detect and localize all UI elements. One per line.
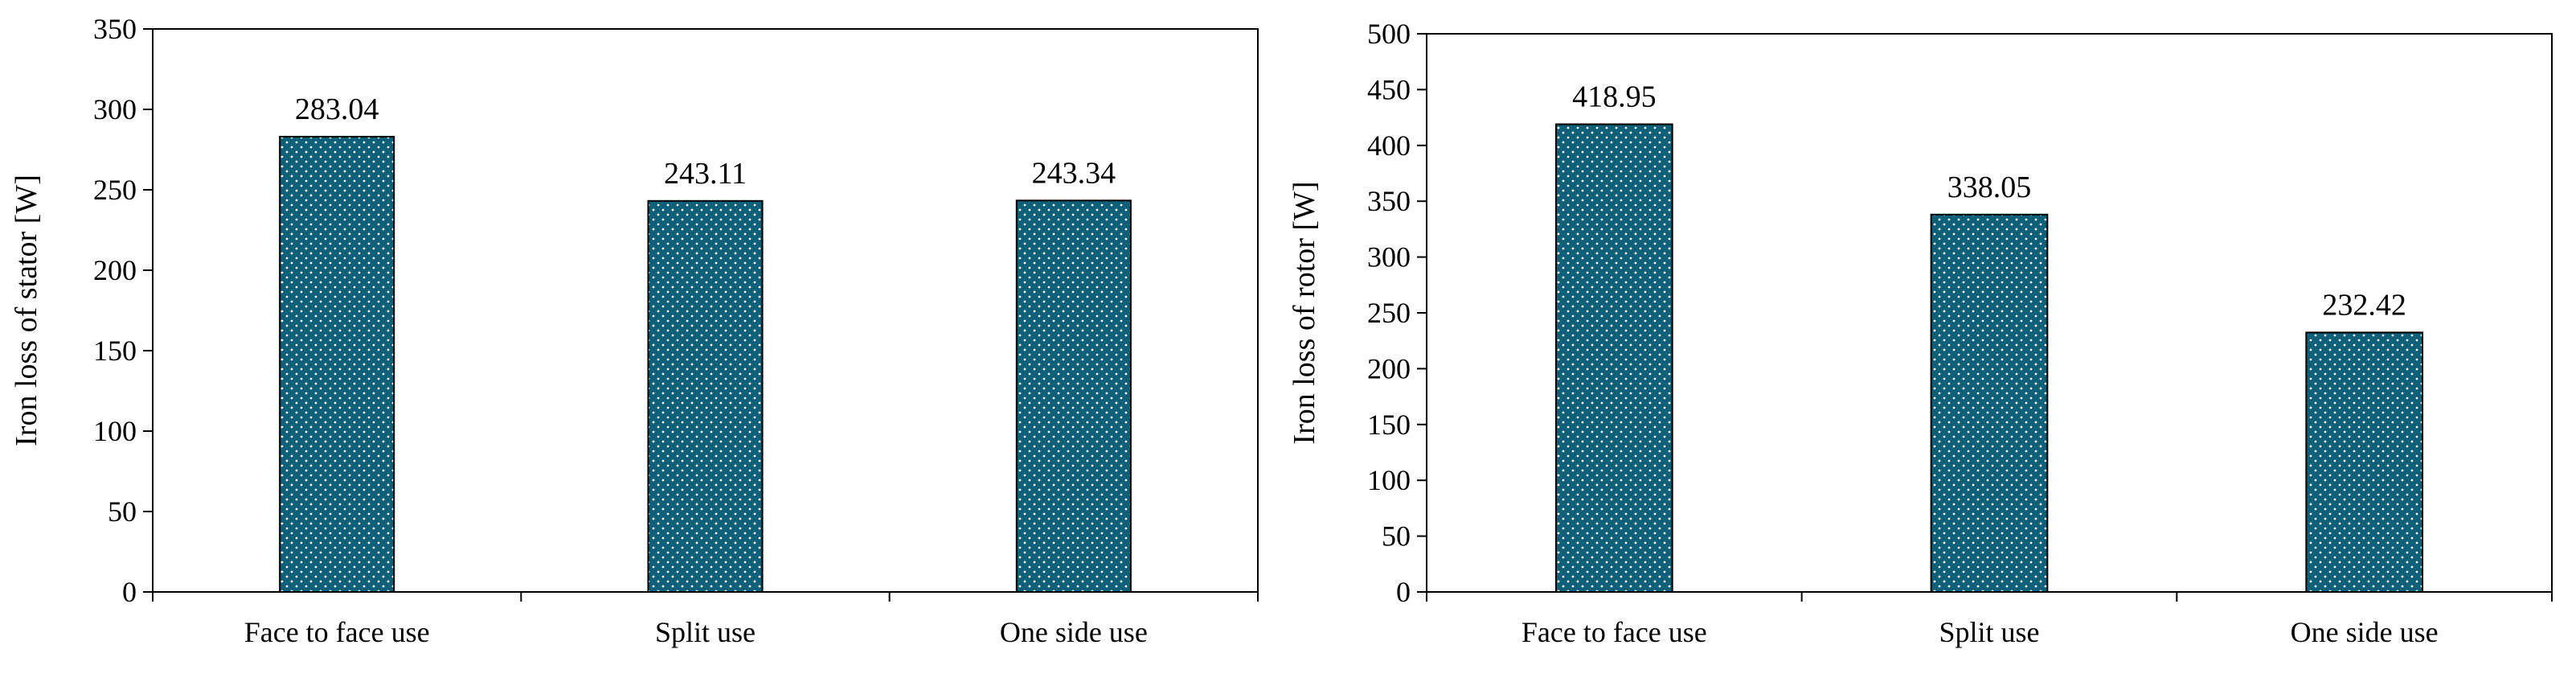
rotor-y-tick-label: 400 [1367, 129, 1411, 162]
rotor-y-tick-label: 0 [1396, 576, 1411, 608]
rotor-y-tick-label: 300 [1367, 241, 1411, 273]
rotor-value-label: 232.42 [2322, 288, 2406, 322]
stator-value-label: 243.11 [664, 157, 747, 191]
rotor-bar [2305, 331, 2424, 593]
stator-category-label: Split use [655, 616, 756, 648]
stator-value-label: 283.04 [295, 92, 379, 126]
rotor-y-tick-label: 250 [1367, 297, 1411, 329]
rotor-bar [1555, 123, 1673, 594]
rotor-chart-svg: 0 50 100 150 200 250 300 350 400 450 500 Iron loss … [1288, 18, 2553, 648]
stator-y-tick-label: 150 [93, 335, 137, 367]
rotor-y-tick-label: 450 [1367, 73, 1411, 105]
rotor-y-tick-label: 200 [1367, 352, 1411, 384]
rotor-iron-loss-chart: 0 50 100 150 200 250 300 350 400 450 500 Iron loss … [1286, 0, 2576, 674]
stator-y-tick-label: 250 [93, 174, 137, 206]
stator-y-tick-label: 0 [122, 576, 137, 608]
rotor-y-tick-label: 50 [1382, 520, 1411, 553]
stator-category-label: Face to face use [244, 616, 430, 648]
rotor-category-label: Face to face use [1521, 616, 1707, 648]
stator-bar [647, 199, 764, 593]
stator-iron-loss-chart: 0 50 100 150 200 250 300 350 Iron loss of stator… [0, 0, 1286, 674]
stator-y-tick-label: 200 [93, 254, 137, 286]
rotor-y-tick-label: 150 [1367, 409, 1411, 441]
stator-y-tick-label: 300 [93, 93, 137, 125]
rotor-y-tick-label: 100 [1367, 464, 1411, 496]
stator-y-tick-label: 50 [108, 495, 137, 528]
stator-bar [279, 135, 395, 594]
rotor-y-axis-title: Iron loss of rotor [W] [1288, 181, 1321, 444]
stator-y-tick-label: 350 [93, 13, 137, 45]
stator-chart-svg: 0 50 100 150 200 250 300 350 Iron loss of stator… [10, 13, 1259, 648]
rotor-y-tick-label: 350 [1367, 185, 1411, 217]
rotor-y-tick-label: 500 [1367, 18, 1411, 50]
rotor-bar [1930, 213, 2049, 593]
stator-bar [1015, 199, 1132, 593]
rotor-category-label: Split use [1939, 616, 2039, 648]
stator-y-axis-title: Iron loss of stator [W] [10, 175, 43, 446]
stator-category-label: One side use [1000, 616, 1148, 648]
rotor-value-label: 338.05 [1947, 171, 2032, 204]
rotor-category-label: One side use [2291, 616, 2439, 648]
stator-y-tick-label: 100 [93, 415, 137, 447]
stator-value-label: 243.34 [1032, 156, 1116, 190]
rotor-value-label: 418.95 [1572, 80, 1657, 113]
